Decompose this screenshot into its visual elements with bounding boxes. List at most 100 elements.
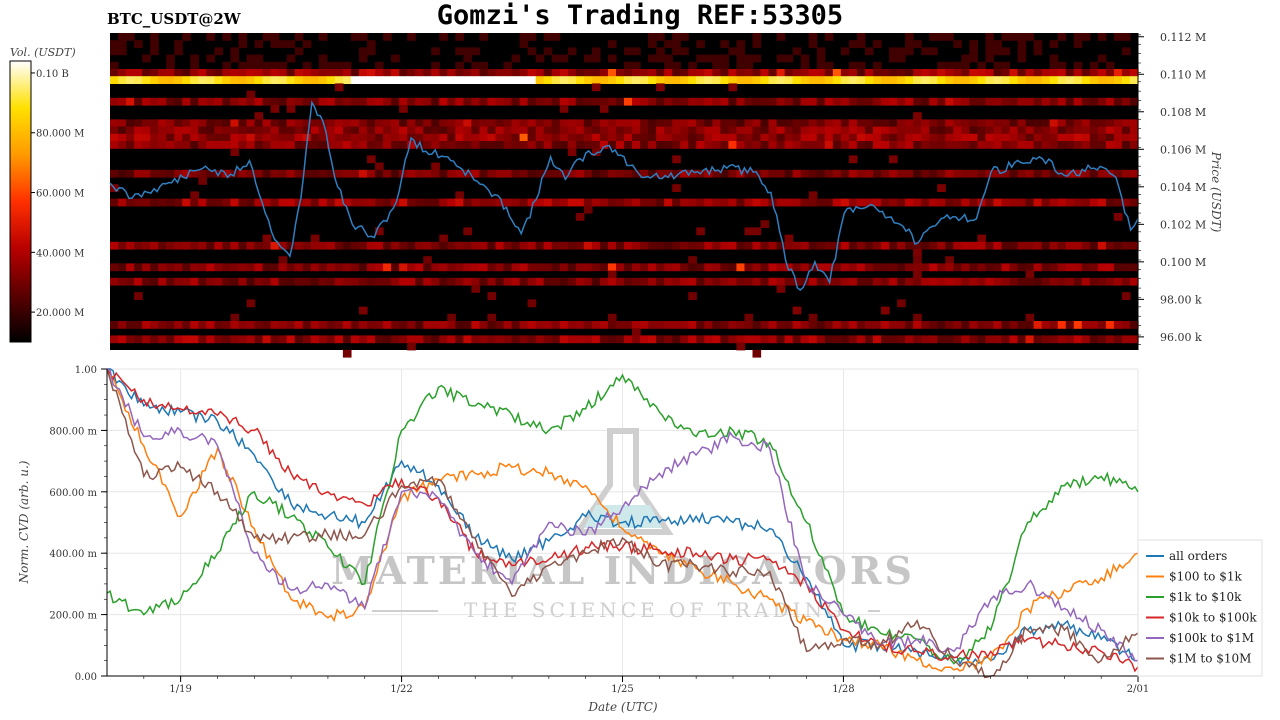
- price-tick-label: 0.108 M: [1160, 106, 1206, 119]
- heatmap-cell: [848, 69, 858, 77]
- heatmap-cell: [905, 169, 914, 178]
- heatmap-cell: [656, 133, 665, 142]
- heatmap-cell: [318, 33, 328, 41]
- heatmap-cell: [728, 241, 738, 250]
- heatmap-cell: [487, 169, 497, 178]
- heatmap-cell: [198, 69, 207, 77]
- heatmap-cell: [471, 69, 481, 77]
- heatmap-cell: [222, 69, 232, 77]
- heatmap-cell: [214, 321, 224, 329]
- heatmap-cell: [615, 321, 625, 329]
- heatmap-cell: [856, 241, 866, 250]
- heatmap-cell: [624, 141, 633, 149]
- heatmap-cell: [672, 69, 681, 77]
- heatmap-cell: [615, 277, 625, 286]
- heatmap-cell: [856, 119, 866, 128]
- heatmap-cell: [744, 313, 754, 322]
- heatmap-cell: [455, 141, 464, 149]
- heatmap-cell: [736, 97, 746, 106]
- heatmap-cell: [1113, 141, 1123, 149]
- heatmap-cell: [808, 76, 818, 84]
- heatmap-cell: [334, 61, 344, 70]
- heatmap-cell: [503, 241, 513, 250]
- heatmap-cell: [214, 241, 224, 250]
- heatmap-cell: [856, 133, 866, 142]
- heatmap-cell: [840, 97, 850, 106]
- heatmap-cell: [1121, 33, 1131, 41]
- heatmap-cell: [174, 277, 183, 286]
- heatmap-cell: [118, 76, 127, 84]
- heatmap-cell: [1105, 97, 1115, 106]
- heatmap-cell: [118, 133, 127, 142]
- heatmap-cell: [222, 263, 232, 272]
- heatmap-cell: [897, 133, 906, 142]
- heatmap-cell: [1081, 97, 1091, 106]
- heatmap-cell: [246, 241, 256, 250]
- heatmap-cell: [776, 277, 786, 286]
- heatmap-cell: [969, 133, 978, 142]
- heatmap-cell: [407, 33, 416, 41]
- heatmap-cell: [1081, 241, 1091, 250]
- heatmap-cell: [375, 97, 384, 106]
- heatmap-cell: [688, 119, 697, 128]
- heatmap-cell: [543, 263, 553, 272]
- heatmap-cell: [110, 97, 119, 106]
- heatmap-cell: [118, 126, 127, 135]
- heatmap-cell: [391, 54, 400, 63]
- heatmap-cell: [358, 47, 368, 56]
- legend-label: $1k to $10k: [1169, 590, 1242, 604]
- heatmap-cell: [1033, 141, 1043, 149]
- heatmap-cell: [318, 141, 328, 149]
- heatmap-cell: [166, 76, 175, 84]
- heatmap-cell: [591, 97, 601, 106]
- heatmap-cell: [664, 141, 673, 149]
- heatmap-cell: [720, 61, 730, 70]
- heatmap-cell: [607, 133, 617, 142]
- heatmap-cell: [905, 321, 914, 329]
- heatmap-cell: [310, 198, 320, 207]
- heatmap-cell: [816, 263, 826, 272]
- heatmap-cell: [945, 141, 954, 149]
- heatmap-cell: [118, 141, 127, 149]
- heatmap-cell: [463, 76, 473, 84]
- heatmap-cell: [198, 119, 207, 128]
- heatmap-cell: [294, 141, 304, 149]
- heatmap-cell: [198, 321, 207, 329]
- heatmap-cell: [1041, 263, 1051, 272]
- heatmap-cell: [1041, 335, 1051, 344]
- heatmap-cell: [463, 277, 473, 286]
- heatmap-cell: [206, 119, 216, 128]
- heatmap-cell: [905, 33, 914, 41]
- heatmap-cell: [230, 119, 240, 128]
- heatmap-cell: [527, 198, 537, 207]
- heatmap-cell: [728, 277, 738, 286]
- heatmap-cell: [889, 119, 898, 128]
- heatmap-cell: [286, 335, 296, 344]
- heatmap-cell: [399, 321, 408, 329]
- heatmap-cell: [238, 126, 248, 135]
- heatmap-cell: [342, 97, 352, 106]
- heatmap-cell: [607, 54, 617, 63]
- heatmap-cell: [375, 335, 384, 344]
- price-axis-label: Price (USDT): [1209, 151, 1223, 233]
- heatmap-cell: [977, 141, 987, 149]
- heatmap-cell: [632, 321, 641, 329]
- heatmap-cell: [270, 69, 280, 77]
- heatmap-cell: [118, 33, 127, 41]
- heatmap-cell: [656, 198, 665, 207]
- heatmap-cell: [744, 119, 754, 128]
- heatmap-cell: [913, 198, 922, 207]
- heatmap-cell: [864, 321, 874, 329]
- heatmap-cell: [736, 321, 746, 329]
- heatmap-cell: [760, 263, 770, 272]
- heatmap-cell: [800, 97, 810, 106]
- heatmap-cell: [800, 141, 810, 149]
- heatmap-cell: [760, 220, 770, 228]
- heatmap-cell: [897, 335, 906, 344]
- heatmap-cell: [495, 321, 505, 329]
- heatmap-cell: [383, 321, 392, 329]
- heatmap-cell: [407, 342, 416, 351]
- heatmap-cell: [824, 141, 834, 149]
- heatmap-cell: [768, 119, 778, 128]
- heatmap-cell: [206, 133, 216, 142]
